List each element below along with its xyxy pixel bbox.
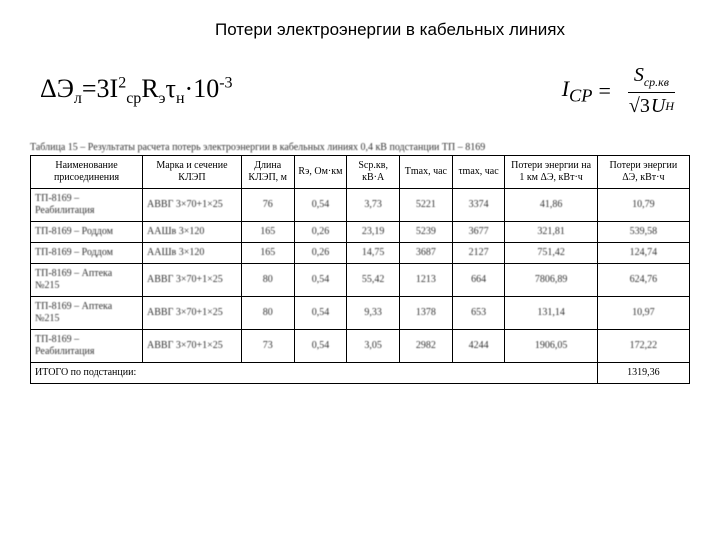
col-header: Потери энергии ΔЭ, кВт·ч <box>597 156 689 189</box>
table-row: ТП-8169 – РеабилитацияАВВГ 3×70+1×25730,… <box>31 330 690 363</box>
table-cell: 3677 <box>452 222 505 243</box>
total-label: ИТОГО по подстанции: <box>31 363 598 384</box>
col-header: Длина КЛЭП, м <box>241 156 294 189</box>
table-cell: 0,26 <box>294 243 347 264</box>
table-cell: 0,54 <box>294 297 347 330</box>
table-cell: 172,22 <box>597 330 689 363</box>
table-row: ТП-8169 – РоддомААШв 3×1201650,2623,1952… <box>31 222 690 243</box>
table-cell: 165 <box>241 243 294 264</box>
table-cell: 0,54 <box>294 330 347 363</box>
table-cell: 76 <box>241 189 294 222</box>
table-cell: 2982 <box>400 330 453 363</box>
formula-left: ΔЭл=3I2срRэτн·10-3 <box>40 74 233 108</box>
table-cell: ААШв 3×120 <box>143 243 242 264</box>
table-cell: 2127 <box>452 243 505 264</box>
formula-right: IСР = Sср.кв √3UН <box>562 64 680 118</box>
col-header: Sср.кв, кВ·А <box>347 156 400 189</box>
table-cell: 131,14 <box>505 297 597 330</box>
col-header: Rэ, Ом·км <box>294 156 347 189</box>
table-cell: 1213 <box>400 264 453 297</box>
page-title: Потери электроэнергии в кабельных линиях <box>90 20 690 40</box>
table-cell: 9,33 <box>347 297 400 330</box>
table-cell: 10,97 <box>597 297 689 330</box>
table-cell: 73 <box>241 330 294 363</box>
table-head: Наименование присоединенияМарка и сечени… <box>31 156 690 189</box>
table-cell: ТП-8169 – Роддом <box>31 222 143 243</box>
table-cell: 3,73 <box>347 189 400 222</box>
table-cell: 3,05 <box>347 330 400 363</box>
table-row: ТП-8169 – РоддомААШв 3×1201650,2614,7536… <box>31 243 690 264</box>
col-header: Наименование присоединения <box>31 156 143 189</box>
table-cell: АВВГ 3×70+1×25 <box>143 297 242 330</box>
col-header: Потери энергии на 1 км ΔЭ, кВт·ч <box>505 156 597 189</box>
col-header: Марка и сечение КЛЭП <box>143 156 242 189</box>
table-cell: 3687 <box>400 243 453 264</box>
results-table: Наименование присоединенияМарка и сечени… <box>30 155 690 384</box>
table-caption: Таблица 15 – Результаты расчета потерь э… <box>30 142 690 153</box>
table-cell: ТП-8169 – Роддом <box>31 243 143 264</box>
table-row: ТП-8169 – Аптека №215АВВГ 3×70+1×25800,5… <box>31 297 690 330</box>
table-cell: ААШв 3×120 <box>143 222 242 243</box>
table-cell: 14,75 <box>347 243 400 264</box>
table-cell: 0,26 <box>294 222 347 243</box>
table-cell: 664 <box>452 264 505 297</box>
table-row: ТП-8169 – РеабилитацияАВВГ 3×70+1×25760,… <box>31 189 690 222</box>
col-header: τmax, час <box>452 156 505 189</box>
table-cell: ТП-8169 – Реабилитация <box>31 189 143 222</box>
table-cell: 165 <box>241 222 294 243</box>
table-cell: 321,81 <box>505 222 597 243</box>
table-cell: 80 <box>241 297 294 330</box>
table-cell: 751,42 <box>505 243 597 264</box>
table-cell: 41,86 <box>505 189 597 222</box>
table-cell: АВВГ 3×70+1×25 <box>143 189 242 222</box>
table-cell: 653 <box>452 297 505 330</box>
table-cell: АВВГ 3×70+1×25 <box>143 330 242 363</box>
table-cell: 539,58 <box>597 222 689 243</box>
total-row: ИТОГО по подстанции: 1319,36 <box>31 363 690 384</box>
table-cell: 55,42 <box>347 264 400 297</box>
table-cell: ТП-8169 – Реабилитация <box>31 330 143 363</box>
table-cell: 0,54 <box>294 189 347 222</box>
table-cell: 80 <box>241 264 294 297</box>
total-value: 1319,36 <box>597 363 689 384</box>
table-cell: 4244 <box>452 330 505 363</box>
table-cell: 5239 <box>400 222 453 243</box>
table-cell: 1906,05 <box>505 330 597 363</box>
table-row: ТП-8169 – Аптека №215АВВГ 3×70+1×25800,5… <box>31 264 690 297</box>
table-cell: 3374 <box>452 189 505 222</box>
table-cell: ТП-8169 – Аптека №215 <box>31 297 143 330</box>
table-cell: 124,74 <box>597 243 689 264</box>
col-header: Tmax, час <box>400 156 453 189</box>
table-cell: 7806,89 <box>505 264 597 297</box>
table-cell: АВВГ 3×70+1×25 <box>143 264 242 297</box>
table-cell: 1378 <box>400 297 453 330</box>
table-body: ТП-8169 – РеабилитацияАВВГ 3×70+1×25760,… <box>31 189 690 363</box>
formula-row: ΔЭл=3I2срRэτн·10-3 IСР = Sср.кв √3UН <box>30 64 690 118</box>
table-cell: 10,79 <box>597 189 689 222</box>
table-cell: 624,76 <box>597 264 689 297</box>
table-cell: 0,54 <box>294 264 347 297</box>
table-cell: ТП-8169 – Аптека №215 <box>31 264 143 297</box>
table-cell: 5221 <box>400 189 453 222</box>
table-cell: 23,19 <box>347 222 400 243</box>
